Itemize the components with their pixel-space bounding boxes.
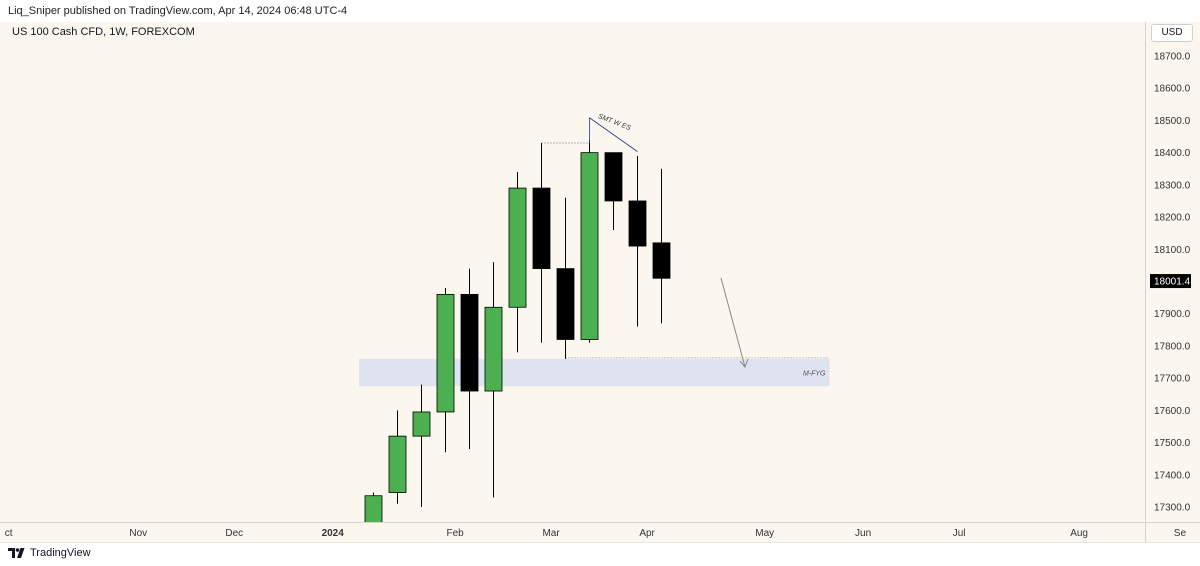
currency-button[interactable]: USD xyxy=(1151,24,1193,42)
footer-bar xyxy=(0,542,1200,566)
time-tick-label: Se xyxy=(1174,528,1187,539)
time-tick-label: Feb xyxy=(446,528,464,539)
candle-up xyxy=(388,435,407,493)
published-text: Liq_Sniper published on TradingView.com,… xyxy=(8,5,348,17)
price-tick-label: 17300.0 xyxy=(1154,503,1191,514)
candle-up xyxy=(436,293,455,413)
time-tick-label: ct xyxy=(5,528,13,539)
time-tick-label: May xyxy=(755,528,774,539)
current-price-label: 18001.4 xyxy=(1154,277,1191,288)
price-tick-label: 18700.0 xyxy=(1154,52,1191,63)
candle-down xyxy=(460,293,479,392)
candle-down xyxy=(604,152,623,202)
time-tick-label: Aug xyxy=(1070,528,1088,539)
time-tick-label: Jun xyxy=(855,528,871,539)
tradingview-logo-icon xyxy=(8,548,25,558)
candle-up xyxy=(508,187,527,308)
candle-up xyxy=(364,495,383,522)
candle-down xyxy=(532,187,551,270)
price-tick-label: 17700.0 xyxy=(1154,374,1191,385)
projection-arrow-head xyxy=(739,358,749,368)
time-tick-label: Jul xyxy=(953,528,966,539)
candle-up xyxy=(484,306,503,392)
candle-down xyxy=(556,268,575,340)
price-tick-label: 18500.0 xyxy=(1154,116,1191,127)
time-tick-label: 2024 xyxy=(322,528,345,539)
fvg-zone xyxy=(359,358,830,387)
price-tick-label: 18300.0 xyxy=(1154,180,1191,191)
brand-name: TradingView xyxy=(30,547,91,559)
time-tick-label: Apr xyxy=(639,528,655,539)
price-tick-label: 18400.0 xyxy=(1154,148,1191,159)
fvg-zone-label: M-FYG xyxy=(803,371,826,378)
symbol-title: US 100 Cash CFD, 1W, FOREXCOM xyxy=(12,26,195,38)
time-tick-label: Nov xyxy=(129,528,147,539)
price-tick-label: 18100.0 xyxy=(1154,245,1191,256)
price-tick-label: 17500.0 xyxy=(1154,438,1191,449)
time-axis[interactable] xyxy=(0,522,1145,543)
candle-up xyxy=(580,152,599,340)
projection-arrow-line xyxy=(720,277,746,368)
axis-corner xyxy=(1145,522,1200,543)
smt-divergence-line xyxy=(589,117,638,153)
price-tick-label: 17800.0 xyxy=(1154,341,1191,352)
time-tick-label: Mar xyxy=(542,528,560,539)
time-tick-label: Dec xyxy=(225,528,243,539)
candle-down xyxy=(628,200,647,247)
price-tick-label: 18600.0 xyxy=(1154,84,1191,95)
price-tick-label: 17600.0 xyxy=(1154,406,1191,417)
candle-down xyxy=(652,242,671,279)
price-axis[interactable] xyxy=(1145,22,1200,522)
plot-layer: M-FYG SMT W ES xyxy=(359,113,830,522)
price-tick-label: 17400.0 xyxy=(1154,470,1191,481)
price-tick-label: 18200.0 xyxy=(1154,213,1191,224)
price-tick-label: 17900.0 xyxy=(1154,309,1191,320)
smt-annotation-label: SMT W ES xyxy=(597,113,632,132)
candle-up xyxy=(412,411,431,437)
current-price-tag xyxy=(1150,274,1191,289)
tradingview-logo[interactable]: TradingView xyxy=(8,546,91,560)
